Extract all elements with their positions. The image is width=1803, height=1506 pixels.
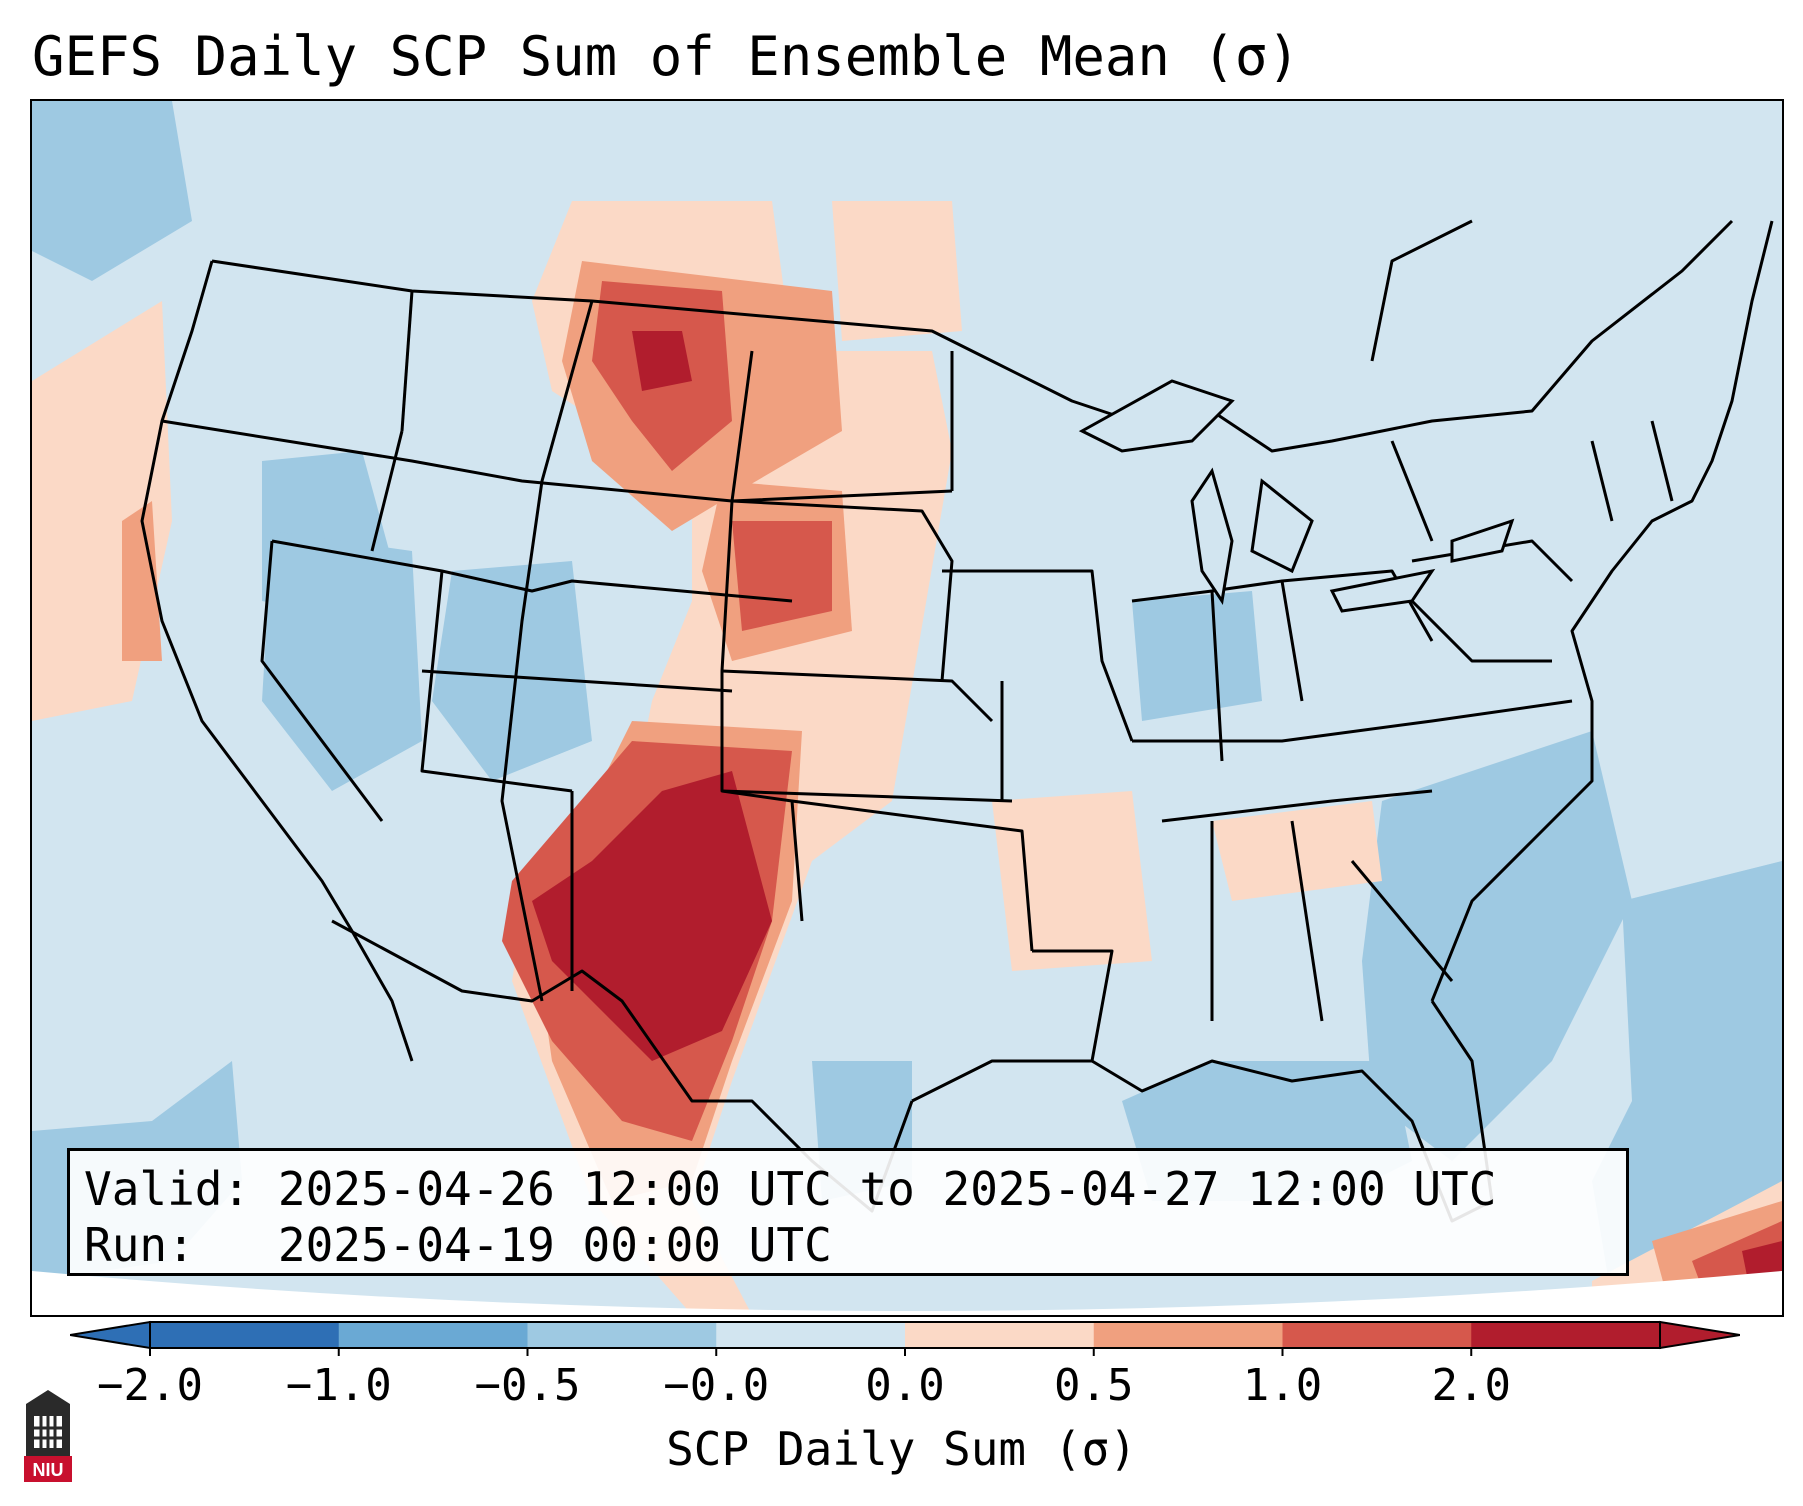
colorbar-label: SCP Daily Sum (σ)	[666, 1422, 1137, 1476]
colorbar-tick-label: −1.0	[285, 1360, 392, 1411]
valid-value: 2025-04-26 12:00 UTC to 2025-04-27 12:00…	[277, 1162, 1497, 1216]
map-canvas	[32, 101, 1782, 1315]
map-panel	[30, 99, 1784, 1317]
colorbar-tick-label: 2.0	[1431, 1360, 1511, 1411]
colorbar-tick-label: 1.0	[1242, 1360, 1323, 1411]
colorbar-tick-label: 0.0	[865, 1360, 945, 1411]
colorbar-segment	[905, 1322, 1095, 1348]
colorbar-tick-label: −0.0	[663, 1360, 770, 1411]
university-tower-icon: NIU	[24, 1390, 72, 1482]
logo-text: NIU	[33, 1460, 64, 1480]
great-lakes	[1078, 379, 1515, 613]
colorbar	[70, 1320, 1740, 1356]
colorbar-segment	[1282, 1322, 1472, 1348]
colorbar-segment	[150, 1322, 340, 1348]
colorbar-tick-label: 0.5	[1054, 1360, 1134, 1411]
colorbar-tick-label: −0.5	[474, 1360, 581, 1411]
colorbar-extend-low	[70, 1320, 151, 1350]
colorbar-tick-label: −2.0	[97, 1360, 203, 1411]
map-edge	[32, 1271, 1782, 1315]
colorbar-extend-high	[1659, 1320, 1740, 1350]
map-title: GEFS Daily SCP Sum of Ensemble Mean (σ)	[32, 25, 1300, 88]
colorbar-segment	[716, 1322, 906, 1348]
colorbar-segment	[1471, 1322, 1661, 1348]
colorbar-segment	[527, 1322, 717, 1348]
valid-label: Valid:	[84, 1162, 251, 1216]
colorbar-segment	[1093, 1322, 1283, 1348]
info-box: Valid: 2025-04-26 12:00 UTC to 2025-04-2…	[67, 1148, 1629, 1276]
colorbar-segment	[338, 1322, 528, 1348]
run-value: 2025-04-19 00:00 UTC	[277, 1218, 832, 1272]
run-label: Run:	[84, 1218, 195, 1272]
